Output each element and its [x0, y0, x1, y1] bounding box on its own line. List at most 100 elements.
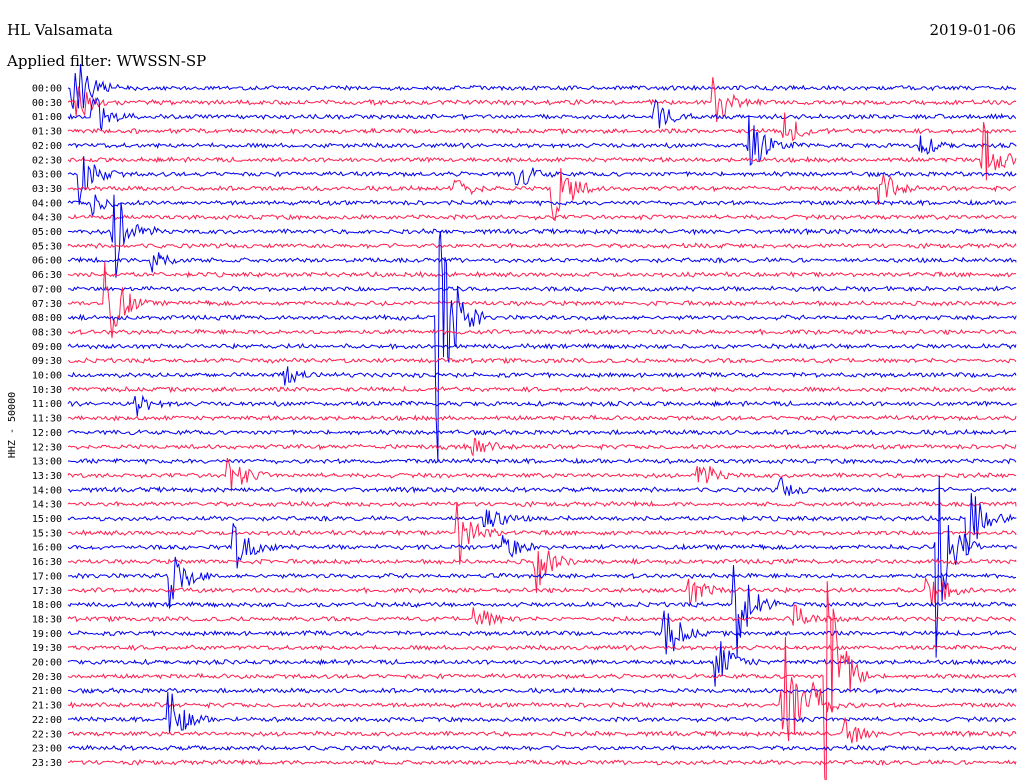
trace-line-1630	[67, 550, 1017, 593]
trace-line-1800	[67, 565, 1017, 658]
trace-line-1230	[67, 438, 1017, 457]
trace-line-0130	[67, 112, 1017, 142]
time-label-1630: 16:30	[32, 557, 62, 568]
trace-line-0330	[67, 168, 1017, 222]
time-label-0600: 06:00	[32, 256, 62, 267]
trace-line-0230	[67, 122, 1017, 181]
trace-line-1900	[67, 610, 1016, 655]
time-label-1330: 13:30	[32, 471, 62, 482]
time-label-2000: 20:00	[32, 658, 62, 669]
trace-line-1000	[67, 366, 1017, 386]
trace-line-0530	[67, 242, 1017, 250]
trace-line-1700	[67, 556, 1017, 609]
trace-line-0430	[67, 213, 1017, 221]
trace-line-1300	[67, 457, 1017, 465]
trace-line-1400	[67, 477, 1017, 497]
time-label-0100: 01:00	[32, 112, 62, 123]
trace-line-0830	[67, 328, 1017, 337]
time-label-1100: 11:00	[32, 399, 62, 410]
time-label-0200: 02:00	[32, 141, 62, 152]
time-label-0330: 03:30	[32, 184, 62, 195]
station-title: HL Valsamata	[7, 21, 113, 39]
trace-line-1330	[67, 457, 1017, 492]
time-label-1830: 18:30	[32, 614, 62, 625]
time-label-2330: 23:30	[32, 758, 62, 769]
trace-line-0700	[68, 285, 1017, 293]
time-labels: 00:00 00:30 01:00 01:30 02:00 02:30 03:00 03:30…	[32, 84, 62, 769]
traces-layer	[67, 64, 1017, 780]
time-label-0830: 08:30	[32, 327, 62, 338]
trace-line-0030	[67, 77, 1017, 123]
filter-subtitle: Applied filter: WWSSN-SP	[6, 52, 206, 70]
trace-line-0300	[67, 156, 1017, 205]
trace-line-1200	[67, 428, 1017, 436]
time-label-0130: 01:30	[32, 127, 62, 138]
time-label-0630: 06:30	[32, 270, 62, 281]
trace-line-1500	[67, 493, 1017, 556]
time-label-0000: 00:00	[32, 84, 62, 95]
time-label-1700: 17:00	[32, 571, 62, 582]
trace-line-2200	[67, 691, 1017, 734]
time-label-0500: 05:00	[32, 227, 62, 238]
time-label-0030: 00:30	[32, 98, 62, 109]
time-label-0800: 08:00	[32, 313, 62, 324]
time-label-1530: 15:30	[32, 528, 62, 539]
trace-line-1600	[67, 475, 1017, 658]
time-label-0300: 03:00	[32, 170, 62, 181]
time-label-2200: 22:00	[32, 715, 62, 726]
trace-line-1430	[67, 500, 1017, 508]
time-label-2100: 21:00	[32, 686, 62, 697]
time-label-0900: 09:00	[32, 342, 62, 353]
time-label-1800: 18:00	[32, 600, 62, 611]
time-label-1900: 19:00	[32, 629, 62, 640]
trace-line-0730	[67, 261, 1017, 339]
time-label-0700: 07:00	[32, 284, 62, 295]
trace-line-2130	[67, 636, 1017, 742]
time-label-2030: 20:30	[32, 672, 62, 683]
time-label-1000: 10:00	[32, 371, 62, 382]
trace-line-1530	[67, 501, 1017, 565]
time-label-0230: 02:30	[32, 155, 62, 166]
trace-line-0100	[67, 96, 1016, 131]
trace-line-2330	[67, 758, 1017, 767]
trace-line-2100	[67, 686, 1017, 695]
time-label-1430: 14:30	[32, 500, 62, 511]
trace-line-2230	[67, 717, 1017, 744]
trace-line-0800	[67, 231, 1017, 463]
trace-line-1830	[67, 604, 1016, 626]
trace-line-1100	[67, 394, 1017, 417]
time-label-1500: 15:00	[32, 514, 62, 525]
trace-line-0630	[67, 270, 1017, 279]
trace-line-0400	[67, 194, 1017, 217]
y-axis-label: HHZ - 50000	[7, 392, 18, 458]
trace-line-2030	[67, 581, 1017, 780]
chart-date: 2019-01-06	[930, 21, 1016, 39]
time-label-1300: 13:00	[32, 457, 62, 468]
time-label-1600: 16:00	[32, 543, 62, 554]
trace-line-0930	[67, 356, 1017, 365]
trace-line-0900	[67, 342, 1017, 350]
time-label-1400: 14:00	[32, 485, 62, 496]
trace-line-1730	[67, 576, 1017, 607]
time-label-2130: 21:30	[32, 701, 62, 712]
time-label-1930: 19:30	[32, 643, 62, 654]
trace-line-2300	[67, 744, 1017, 752]
time-label-2230: 22:30	[32, 729, 62, 740]
time-label-1730: 17:30	[32, 586, 62, 597]
time-label-1200: 12:00	[32, 428, 62, 439]
trace-line-1030	[67, 385, 1017, 394]
trace-line-2000	[67, 641, 1017, 687]
trace-line-0000	[67, 64, 1017, 109]
time-label-0430: 04:30	[32, 213, 62, 224]
trace-line-0600	[67, 252, 1017, 273]
time-label-1230: 12:30	[32, 442, 62, 453]
time-label-0730: 07:30	[32, 299, 62, 310]
trace-line-1130	[67, 414, 1017, 422]
time-label-1130: 11:30	[32, 414, 62, 425]
time-label-2300: 23:00	[32, 744, 62, 755]
trace-line-1930	[67, 644, 1017, 652]
time-label-0400: 04:00	[32, 198, 62, 209]
time-label-0930: 09:30	[32, 356, 62, 367]
trace-line-0200	[67, 114, 1017, 166]
